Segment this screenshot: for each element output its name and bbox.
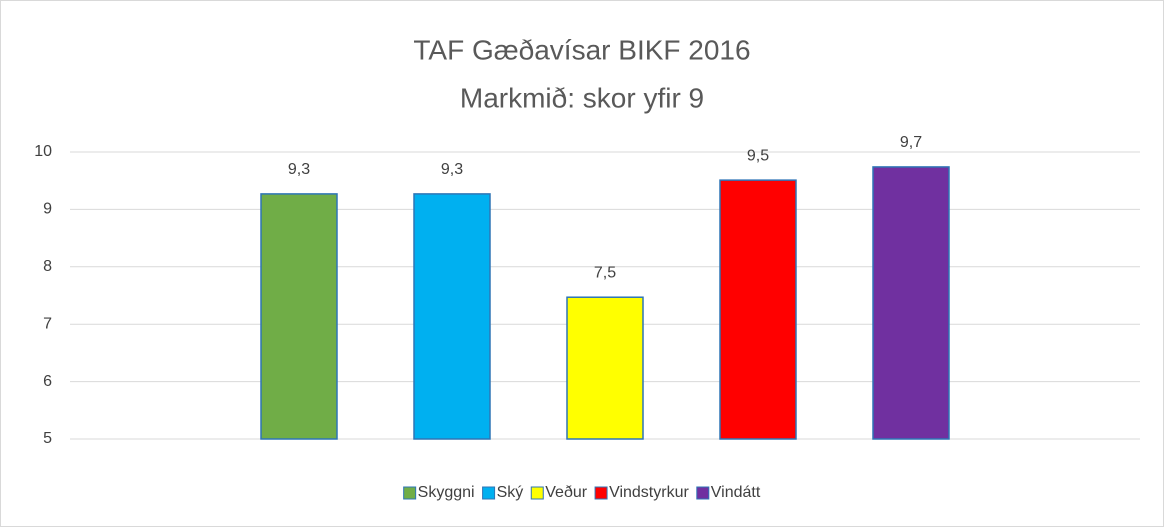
legend-label: Veður bbox=[545, 484, 587, 501]
legend-swatch bbox=[530, 486, 544, 500]
y-tick-label: 5 bbox=[43, 430, 52, 447]
data-label: 9,7 bbox=[900, 134, 922, 151]
data-label: 9,5 bbox=[747, 147, 769, 164]
legend-swatch bbox=[403, 486, 417, 500]
chart-title: TAF Gæðavísar BIKF 2016 bbox=[413, 34, 750, 65]
legend-swatch bbox=[696, 486, 710, 500]
y-tick-label: 10 bbox=[34, 143, 52, 160]
legend-label: Vindátt bbox=[711, 484, 761, 501]
bar bbox=[719, 179, 797, 440]
legend-swatch bbox=[482, 486, 496, 500]
bar bbox=[566, 296, 644, 440]
legend-label: Ský bbox=[497, 484, 524, 501]
bar bbox=[260, 193, 338, 440]
y-tick-label: 9 bbox=[43, 201, 52, 218]
legend-label: Skyggni bbox=[418, 484, 475, 501]
legend-label: Vindstyrkur bbox=[609, 484, 689, 501]
bar bbox=[413, 193, 491, 440]
y-tick-label: 6 bbox=[43, 373, 52, 390]
y-tick-label: 7 bbox=[43, 315, 52, 332]
legend-swatch bbox=[594, 486, 608, 500]
data-label: 7,5 bbox=[594, 264, 616, 281]
bar bbox=[872, 166, 950, 440]
y-tick-label: 8 bbox=[43, 258, 52, 275]
chart-subtitle: Markmið: skor yfir 9 bbox=[460, 82, 704, 113]
data-label: 9,3 bbox=[441, 161, 463, 178]
data-label: 9,3 bbox=[288, 161, 310, 178]
